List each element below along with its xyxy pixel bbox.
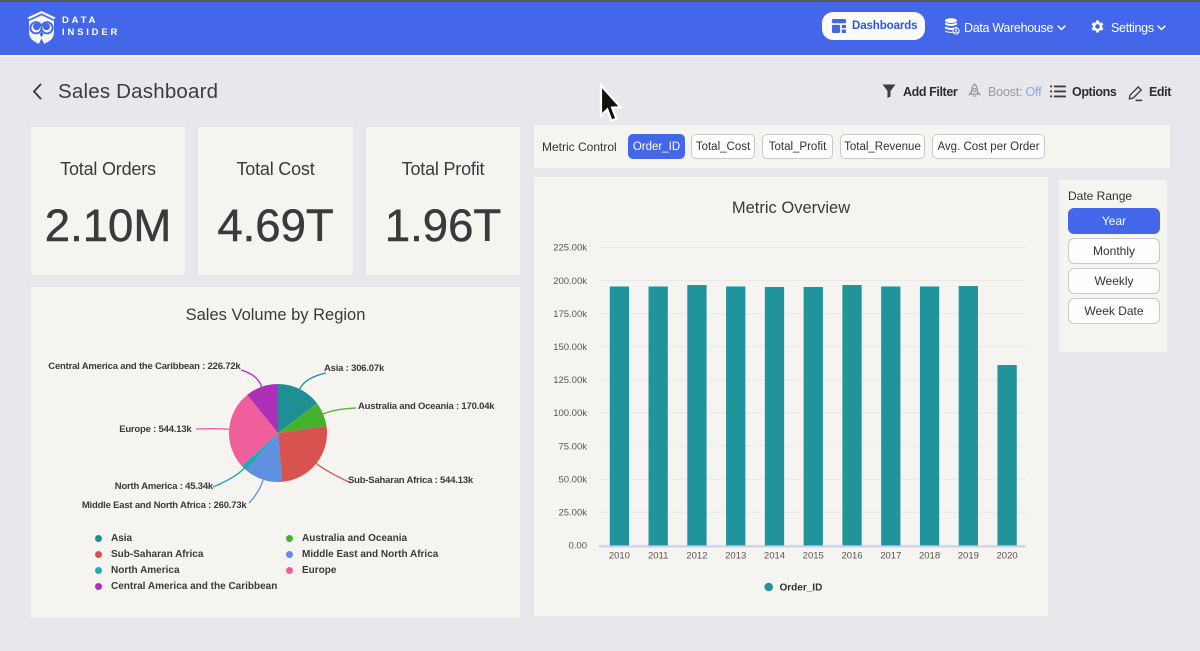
- svg-text:75.00k: 75.00k: [558, 441, 587, 452]
- svg-text:2010: 2010: [609, 551, 630, 562]
- svg-text:North America : 45.34k: North America : 45.34k: [115, 481, 214, 492]
- svg-text:Order_ID: Order_ID: [780, 583, 823, 594]
- svg-text:2016: 2016: [841, 551, 862, 562]
- svg-text:2019: 2019: [958, 551, 979, 562]
- svg-text:2012: 2012: [686, 551, 707, 562]
- svg-text:2011: 2011: [648, 551, 668, 562]
- svg-text:125.00k: 125.00k: [553, 375, 587, 386]
- svg-text:2020: 2020: [997, 551, 1018, 562]
- svg-text:175.00k: 175.00k: [553, 309, 587, 320]
- svg-text:Sub-Saharan Africa : 544.13k: Sub-Saharan Africa : 544.13k: [348, 475, 474, 486]
- svg-text:2018: 2018: [919, 551, 940, 562]
- svg-text:Central America and the Caribb: Central America and the Caribbean : 226.…: [48, 361, 241, 372]
- svg-text:Middle East and North Africa :: Middle East and North Africa : 260.73k: [82, 500, 248, 511]
- svg-text:225.00k: 225.00k: [553, 243, 587, 254]
- svg-text:0.00: 0.00: [569, 541, 588, 552]
- svg-text:2015: 2015: [803, 551, 824, 562]
- svg-text:2013: 2013: [725, 551, 746, 562]
- svg-text:25.00k: 25.00k: [558, 508, 587, 519]
- svg-text:200.00k: 200.00k: [553, 276, 587, 287]
- svg-text:Australia and Oceania : 170.04: Australia and Oceania : 170.04k: [358, 401, 495, 412]
- svg-text:Asia : 306.07k: Asia : 306.07k: [324, 363, 385, 374]
- svg-text:2014: 2014: [764, 551, 785, 562]
- svg-text:50.00k: 50.00k: [558, 474, 587, 485]
- svg-text:100.00k: 100.00k: [553, 408, 587, 419]
- svg-text:150.00k: 150.00k: [553, 342, 587, 353]
- svg-text:2017: 2017: [880, 551, 901, 562]
- svg-text:Europe : 544.13k: Europe : 544.13k: [119, 424, 192, 435]
